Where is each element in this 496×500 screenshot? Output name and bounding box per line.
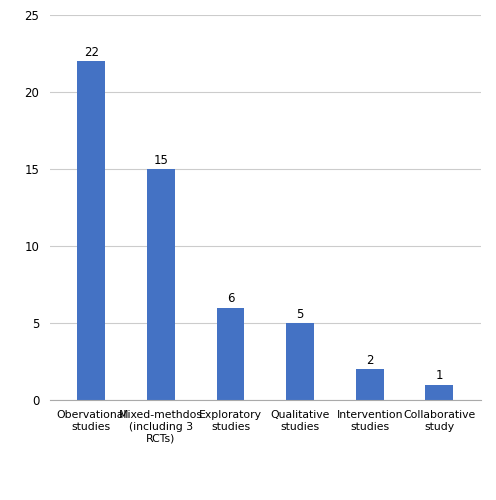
Text: 22: 22 bbox=[84, 46, 99, 59]
Text: 1: 1 bbox=[435, 370, 443, 382]
Bar bbox=[77, 61, 105, 400]
Bar bbox=[147, 169, 175, 400]
Text: 5: 5 bbox=[297, 308, 304, 320]
Bar bbox=[286, 323, 314, 400]
Text: 15: 15 bbox=[154, 154, 169, 166]
Text: 6: 6 bbox=[227, 292, 234, 306]
Bar bbox=[217, 308, 245, 400]
Bar bbox=[426, 384, 453, 400]
Bar bbox=[356, 369, 384, 400]
Text: 2: 2 bbox=[366, 354, 373, 367]
